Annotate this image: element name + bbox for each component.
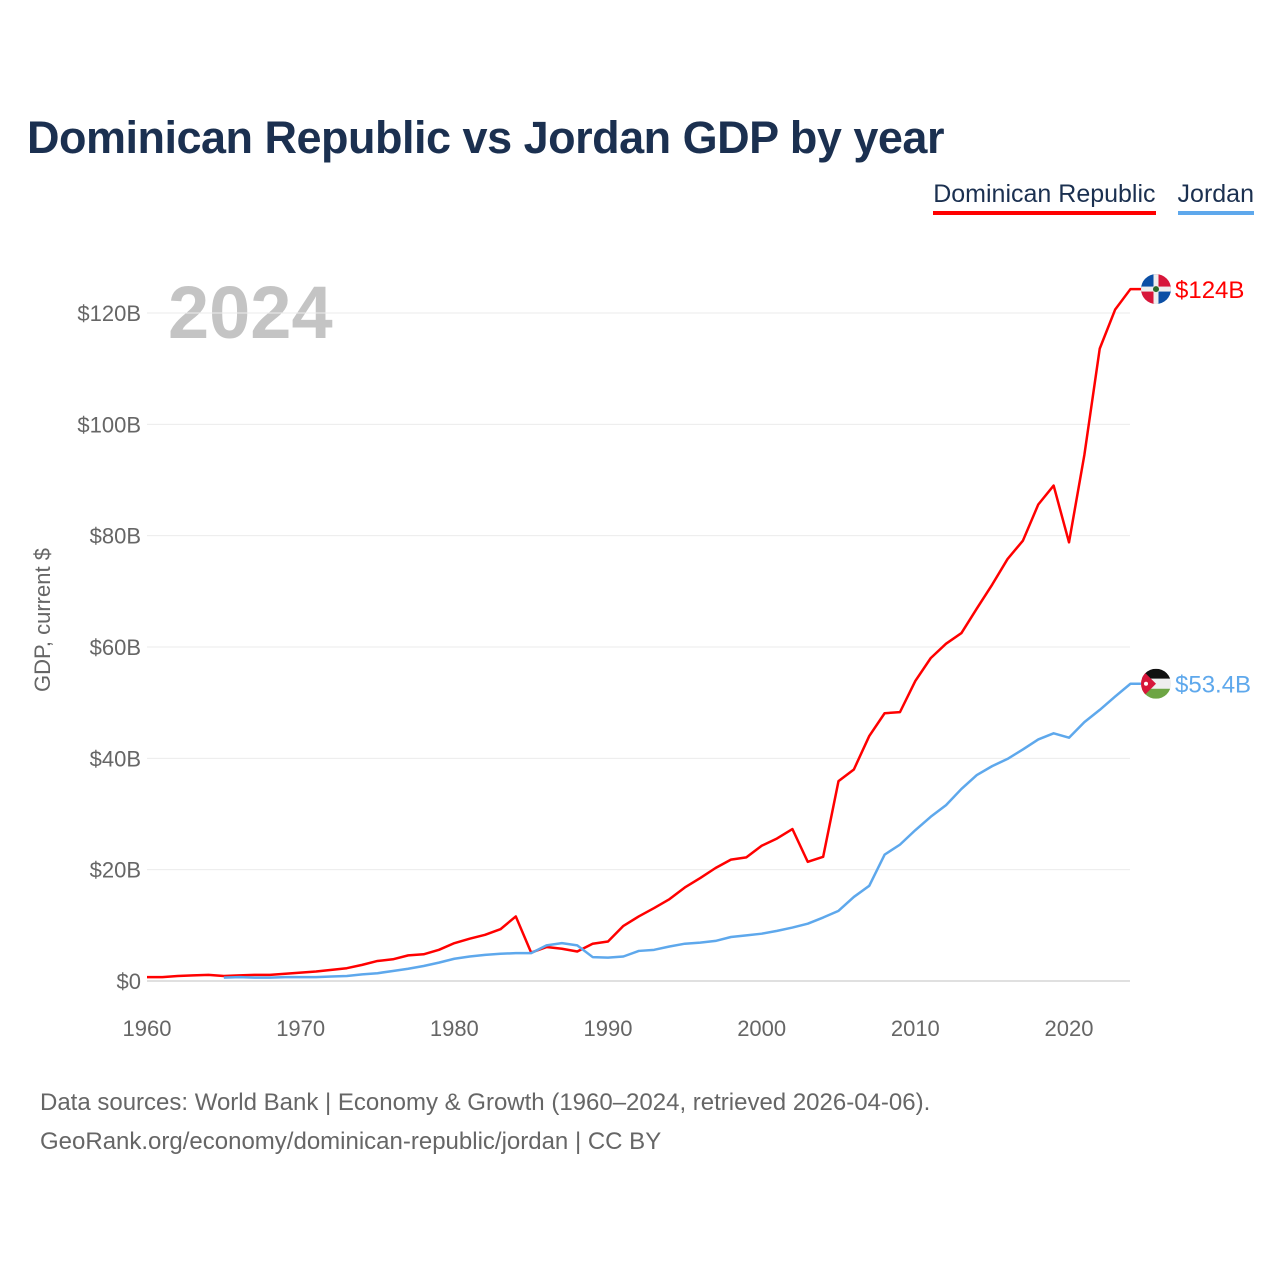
legend-jordan[interactable]: Jordan <box>1177 180 1254 215</box>
source-note: Data sources: World Bank | Economy & Gro… <box>40 1083 930 1161</box>
y-tick-label: $100B <box>77 412 141 437</box>
x-tick-label: 2020 <box>1045 1016 1094 1041</box>
y-tick-label: $60B <box>90 635 141 660</box>
end-label-dominican-republic: $124B <box>1175 277 1244 304</box>
legend: Dominican Republic Jordan <box>933 180 1254 215</box>
end-label-jordan: $53.4B <box>1175 672 1251 699</box>
x-tick-label: 1990 <box>584 1016 633 1041</box>
source-line-2[interactable]: GeoRank.org/economy/dominican-republic/j… <box>40 1128 662 1155</box>
y-tick-label: $40B <box>90 746 141 771</box>
source-line-1: Data sources: World Bank | Economy & Gro… <box>40 1089 931 1116</box>
y-axis-label: GDP, current $ <box>30 548 55 692</box>
series-line-jordan <box>223 682 1143 979</box>
legend-dominican-republic[interactable]: Dominican Republic <box>933 180 1156 215</box>
x-tick-label: 1960 <box>123 1016 172 1041</box>
y-tick-label: $0 <box>117 969 141 994</box>
flag-dominican-republic-icon <box>1141 274 1171 305</box>
y-tick-label: $20B <box>90 858 141 883</box>
flag-jordan-icon <box>1141 668 1171 699</box>
x-tick-label: 1970 <box>276 1016 325 1041</box>
x-tick-label: 1980 <box>430 1016 479 1041</box>
chart-title: Dominican Republic vs Jordan GDP by year <box>27 112 944 163</box>
series-line-dominican-republic <box>147 287 1143 979</box>
y-tick-label: $80B <box>90 524 141 549</box>
x-tick-label: 2000 <box>737 1016 786 1041</box>
x-tick-label: 2010 <box>891 1016 940 1041</box>
y-tick-label: $120B <box>77 301 141 326</box>
